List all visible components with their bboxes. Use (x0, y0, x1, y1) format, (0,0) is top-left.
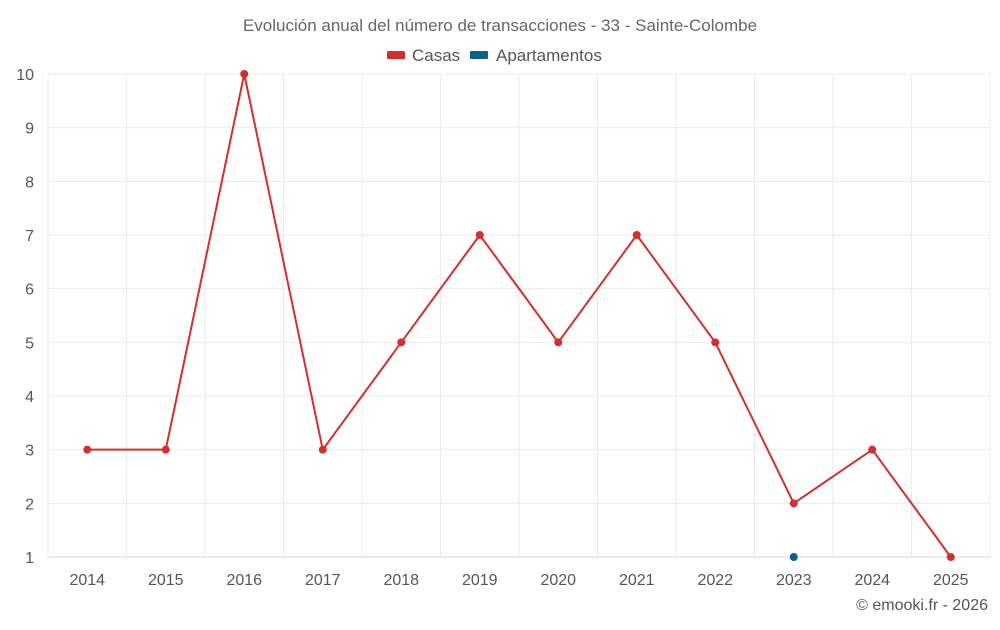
legend-label-apartamentos: Apartamentos (496, 46, 602, 65)
series-casas (83, 70, 955, 561)
y-tick-label: 10 (16, 67, 34, 84)
data-point-casas-2023[interactable] (789, 499, 798, 508)
chart-series (83, 70, 955, 561)
x-tick-label: 2016 (226, 572, 262, 589)
y-tick-label: 9 (25, 121, 34, 138)
legend-item-casas[interactable]: Casas (387, 46, 460, 65)
data-point-apartamentos-2023[interactable] (789, 553, 798, 561)
x-tick-label: 2025 (933, 572, 969, 589)
x-tick-label: 2017 (305, 572, 341, 589)
data-point-casas-2020[interactable] (554, 338, 563, 347)
x-tick-label: 2018 (383, 572, 419, 589)
y-tick-label: 4 (25, 389, 34, 406)
data-point-casas-2024[interactable] (868, 445, 877, 454)
credit-text: © emooki.fr - 2026 (856, 597, 988, 614)
legend-item-apartamentos[interactable]: Apartamentos (470, 46, 602, 65)
data-point-casas-2017[interactable] (318, 445, 327, 454)
y-tick-label: 5 (25, 335, 34, 352)
y-tick-label: 3 (25, 443, 34, 460)
series-line-casas (86, 73, 952, 558)
y-tick-label: 1 (25, 550, 34, 567)
data-point-casas-2016[interactable] (240, 70, 249, 78)
legend-label-casas: Casas (412, 46, 460, 65)
legend[interactable]: Casas Apartamentos (387, 46, 602, 65)
y-tick-label: 8 (25, 174, 34, 191)
y-axis-tick-labels: 1 2 3 4 5 6 7 8 9 10 (16, 67, 34, 567)
data-point-casas-2022[interactable] (711, 338, 720, 347)
data-point-casas-2025[interactable] (946, 553, 955, 561)
data-point-casas-2018[interactable] (397, 338, 406, 347)
x-tick-label: 2014 (69, 572, 105, 589)
data-point-casas-2015[interactable] (161, 445, 170, 454)
x-tick-label: 2020 (540, 572, 576, 589)
x-tick-label: 2022 (697, 572, 733, 589)
chart-grid (47, 73, 991, 557)
series-apartamentos (789, 553, 798, 561)
y-tick-label: 2 (25, 496, 34, 513)
x-tick-label: 2015 (148, 572, 184, 589)
legend-swatch-apartamentos (470, 51, 488, 59)
x-tick-label: 2019 (462, 572, 498, 589)
x-tick-label: 2024 (854, 572, 890, 589)
chart-title: Evolución anual del número de transaccio… (243, 16, 757, 35)
x-tick-label: 2021 (619, 572, 655, 589)
x-tick-label: 2023 (776, 572, 812, 589)
data-point-casas-2019[interactable] (475, 231, 484, 239)
x-axis-tick-labels: 2014 2015 2016 2017 2018 2019 2020 2021 2022 2023… (69, 572, 968, 589)
y-tick-label: 6 (25, 282, 34, 299)
data-point-casas-2021[interactable] (632, 231, 641, 239)
data-point-casas-2014[interactable] (83, 445, 92, 454)
y-tick-label: 7 (25, 228, 34, 245)
legend-swatch-casas (387, 51, 405, 59)
